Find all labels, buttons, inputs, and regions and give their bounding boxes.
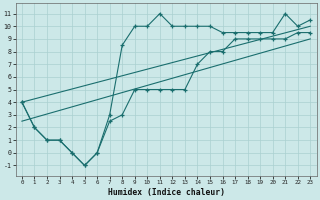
X-axis label: Humidex (Indice chaleur): Humidex (Indice chaleur) <box>108 188 225 197</box>
